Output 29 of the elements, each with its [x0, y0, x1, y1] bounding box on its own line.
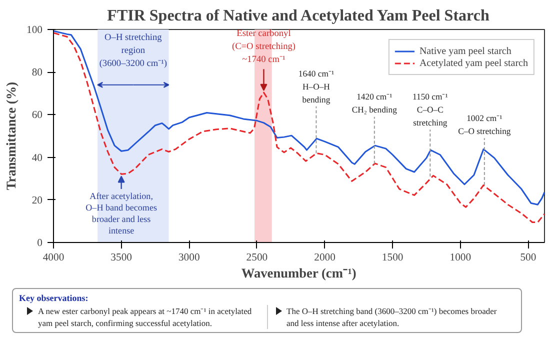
- y-tick-label: 20: [32, 195, 42, 206]
- legend-label: Acetylated yam peel starch: [419, 57, 528, 69]
- y-axis-title: Transmittance (%): [4, 82, 19, 190]
- text: A new ester carbonyl peak appears at ~1740 cm⁻¹ in acetylated yam peel starch, confirming successful acetylation.: [38, 304, 253, 330]
- x-axis-title: Wavenumber (cm⁻¹): [241, 266, 356, 280]
- chart-title: FTIR Spectra of Native and Acetylated Yam Peel Starch: [107, 8, 490, 24]
- x-tick-label: 3000: [178, 252, 200, 264]
- x-tick-label: 2000: [314, 252, 336, 264]
- text: The O–H stretching band (3600–3200 cm⁻¹) becomes broader and less intense after acetylation.: [286, 304, 498, 330]
- annotation: 1640 cm⁻¹ H–O–H bending: [298, 68, 334, 104]
- y-tick-label: 80: [32, 68, 42, 79]
- band-label: O–H stretching region (3600–3200 cm⁻¹): [99, 32, 168, 69]
- annotation: After acetylation, O–H band becomes broader and less intense: [86, 191, 158, 236]
- annotation: 1150 cm⁻¹ C–O–C stretching: [412, 91, 448, 128]
- text: Key observations:: [19, 292, 90, 305]
- x-tick-label: 500: [520, 252, 536, 264]
- annotation: 1420 cm⁻¹ CH₂ bending: [352, 92, 398, 115]
- x-tick-label: 1500: [382, 252, 404, 264]
- x-tick-label: 4000: [42, 252, 64, 264]
- y-tick-label: 0: [37, 238, 42, 249]
- legend-label: Native yam peel starch: [419, 45, 512, 57]
- y-tick-label: 60: [32, 110, 42, 122]
- x-tick-label: 2500: [246, 252, 268, 264]
- x-tick-label: 3500: [110, 252, 132, 264]
- annotation: 1002 cm⁻¹ C–O stretching: [458, 113, 512, 136]
- y-tick-label: 100: [26, 25, 42, 36]
- annotation: Ester carbonyl (C=O stretching) ~1740 cm⁻¹: [232, 28, 296, 65]
- y-tick-label: 40: [32, 152, 42, 164]
- x-tick-label: 1000: [450, 252, 472, 264]
